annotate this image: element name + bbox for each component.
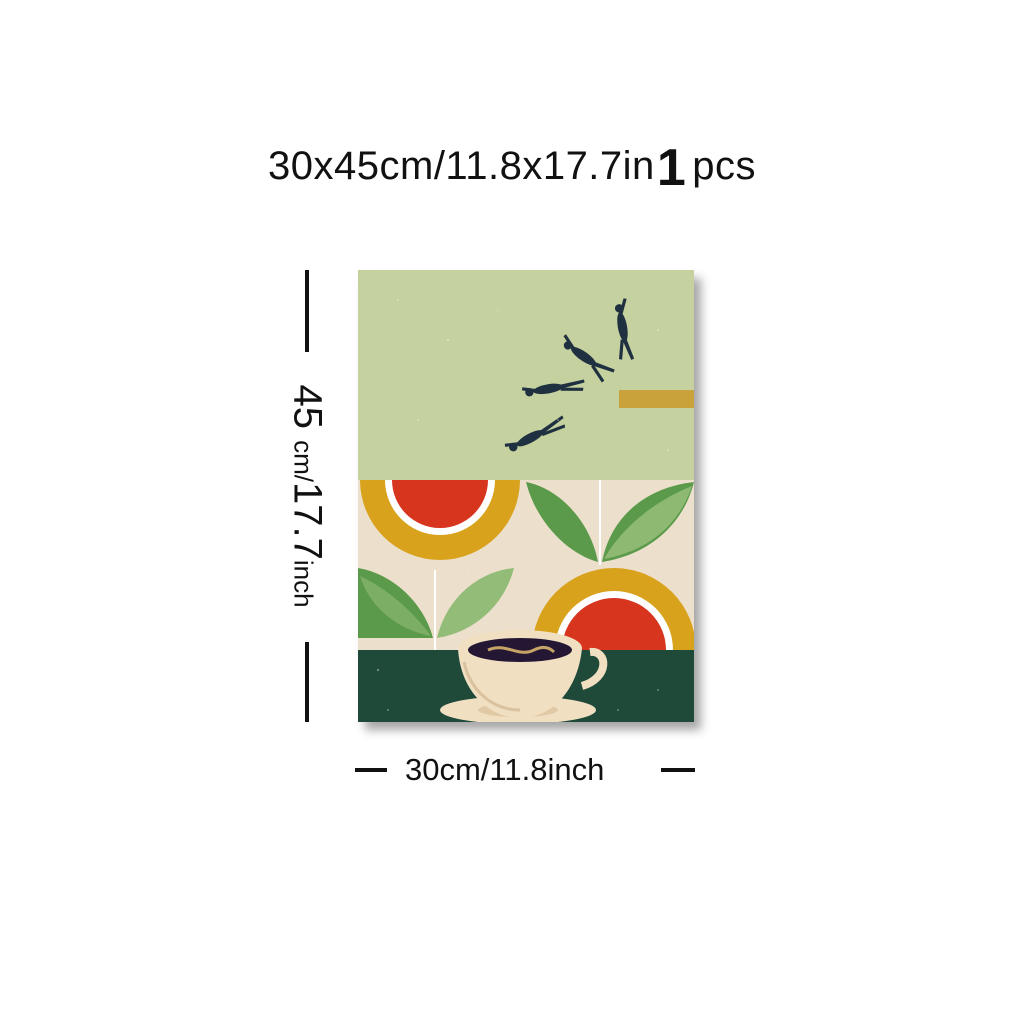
product-size-heading: 30x45cm/11.8x17.7in1 pcs (0, 138, 1024, 198)
stem (599, 480, 601, 565)
leaf-pair-top (526, 482, 694, 562)
height-dimension-label: 45 cm/17.7inch (285, 384, 330, 607)
height-dimension-line-top (305, 270, 309, 352)
height-number: 45 (285, 384, 330, 429)
diver-figures (504, 298, 635, 452)
size-text: 30x45cm/11.8x17.7in (268, 144, 655, 188)
width-dimension-label: 30cm/11.8inch (405, 752, 605, 787)
sunflower-bottom (532, 568, 694, 650)
cup-handle (580, 648, 608, 690)
diver-figure (614, 298, 635, 361)
poster-sky (358, 270, 694, 480)
coffee-cup (440, 630, 608, 722)
height-unit: cm/ (288, 440, 319, 482)
stem (434, 570, 436, 650)
poster-artwork (358, 270, 694, 722)
quantity-number: 1 (656, 139, 687, 197)
height-inch-number: 17.7 (285, 481, 330, 560)
canvas-poster (358, 270, 694, 722)
quantity-unit: pcs (692, 144, 756, 188)
diver-figure (521, 379, 585, 397)
diving-board (619, 390, 694, 408)
width-dimension-line-right (661, 768, 695, 772)
sunflower-top (360, 480, 520, 560)
width-dimension-line-left (355, 768, 387, 772)
diver-figure (504, 415, 566, 452)
paper-texture (376, 299, 669, 711)
leaf-pair-bottom (358, 568, 514, 638)
height-dimension-line-bottom (305, 642, 309, 722)
diver-figure (563, 334, 615, 383)
coffee-surface (468, 638, 572, 662)
height-inch-unit: inch (288, 559, 319, 608)
